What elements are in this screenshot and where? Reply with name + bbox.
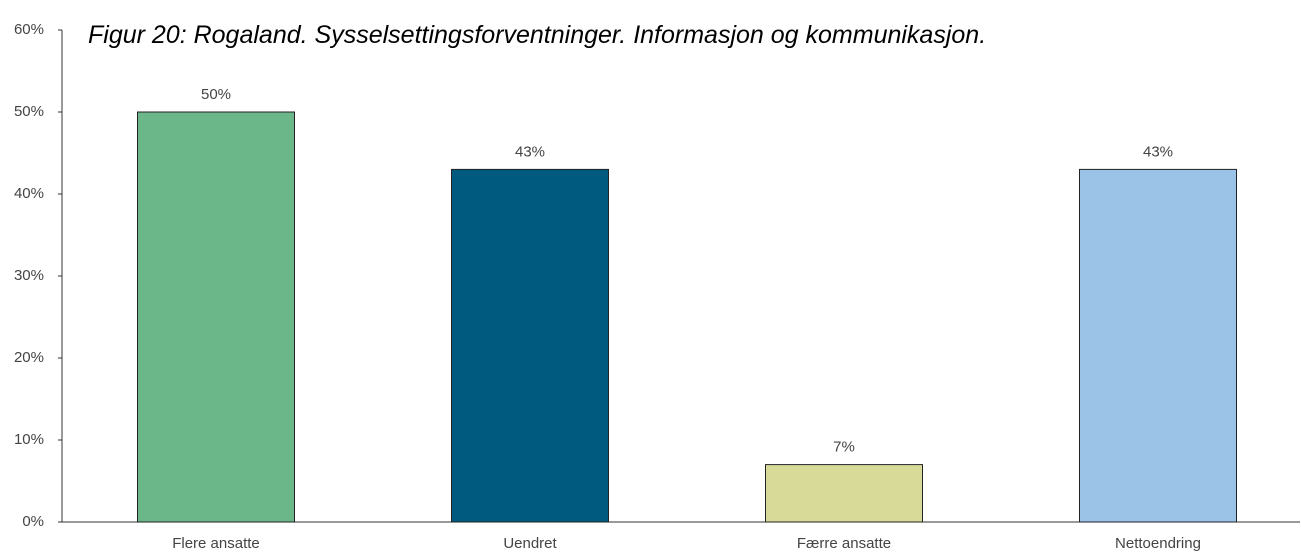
x-tick-label: Uendret — [503, 535, 557, 552]
data-label: 50% — [201, 86, 231, 103]
x-tick-label: Nettoendring — [1115, 535, 1201, 552]
data-label: 43% — [515, 143, 545, 160]
data-label: 43% — [1143, 143, 1173, 160]
y-tick-label: 10% — [14, 431, 44, 448]
y-tick-label: 30% — [14, 267, 44, 284]
y-tick-label: 20% — [14, 349, 44, 366]
data-label: 7% — [833, 439, 855, 456]
bar — [137, 111, 295, 523]
x-tick-label: Flere ansatte — [172, 535, 260, 552]
bar — [765, 464, 923, 523]
bar — [451, 168, 609, 523]
bar — [1079, 168, 1237, 523]
x-tick-label: Færre ansatte — [797, 535, 891, 552]
chart-title: Figur 20: Rogaland. Sysselsettingsforven… — [88, 21, 986, 49]
y-tick-label: 0% — [22, 513, 44, 530]
y-tick-label: 50% — [14, 103, 44, 120]
y-tick-label: 60% — [14, 21, 44, 38]
y-tick-label: 40% — [14, 185, 44, 202]
